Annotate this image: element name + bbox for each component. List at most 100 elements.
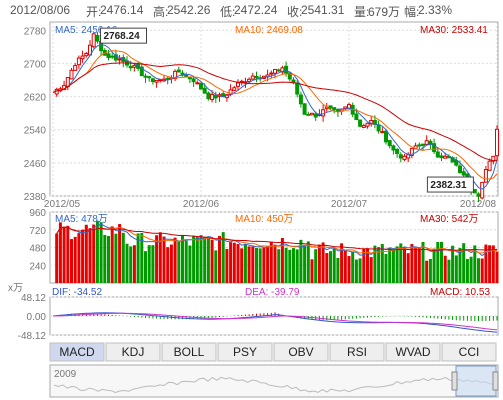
- volume-bar: [203, 236, 207, 283]
- candle-down: [306, 113, 311, 116]
- volume-bar: [480, 258, 484, 283]
- volume-bar: [107, 235, 110, 283]
- volume-bar: [181, 235, 184, 283]
- volume-bar: [295, 249, 299, 283]
- candle-down: [328, 105, 333, 109]
- tab-kdj[interactable]: [105, 342, 161, 362]
- tab-label-wvad[interactable]: WVAD: [395, 345, 430, 359]
- volume-bar: [121, 232, 125, 283]
- candle-up: [250, 75, 255, 80]
- candle-down: [291, 79, 296, 83]
- volume-bar: [262, 247, 266, 283]
- volume-bar: [417, 247, 421, 283]
- price-legend-ma5: MA5: 2456.16: [55, 25, 118, 36]
- candle-up: [491, 155, 496, 162]
- tab-label-kdj[interactable]: KDJ: [122, 345, 145, 359]
- x-tick-label: 2012/05: [44, 199, 81, 210]
- tab-label-boll[interactable]: BOLL: [174, 345, 205, 359]
- candle-down: [206, 92, 211, 100]
- navigator-year-label: 2009: [54, 369, 77, 380]
- header-change-label: 幅:: [404, 5, 420, 19]
- candle-up: [210, 93, 215, 101]
- tab-label-cci[interactable]: CCI: [459, 345, 480, 359]
- tab-obv[interactable]: [273, 342, 329, 362]
- candle-down: [276, 69, 281, 72]
- volume-bar: [399, 243, 403, 283]
- candle-up: [247, 78, 252, 82]
- tab-cci[interactable]: [441, 342, 497, 362]
- volume-bar: [406, 253, 410, 283]
- candle-up: [406, 154, 411, 159]
- volume-bar: [388, 248, 392, 283]
- header-close: 2541.31: [301, 3, 345, 17]
- x-tick-label: 2012/07: [331, 199, 368, 210]
- candle-up: [132, 64, 137, 68]
- candle-down: [295, 82, 300, 95]
- candle-down: [302, 103, 307, 115]
- candle-up: [154, 79, 159, 83]
- candle-up: [487, 160, 492, 171]
- price-y-tick: 2380: [24, 192, 47, 203]
- volume-bar: [136, 233, 140, 283]
- header-change: 2.33%: [418, 3, 453, 17]
- volume-bar: [284, 247, 288, 283]
- candle-down: [147, 76, 152, 79]
- price-legend-ma10: MA10: 2469.08: [235, 25, 303, 36]
- volume-bar: [458, 248, 462, 283]
- navigator-right-handle[interactable]: [492, 371, 499, 391]
- header-high: 2542.26: [167, 3, 211, 17]
- price-y-tick: 2540: [24, 126, 47, 137]
- volume-bar: [465, 258, 469, 283]
- tab-psy[interactable]: [217, 342, 273, 362]
- tab-label-psy[interactable]: PSY: [233, 345, 257, 359]
- volume-bar: [269, 241, 273, 283]
- volume-bar: [366, 248, 369, 283]
- volume-bar: [317, 244, 321, 283]
- volume-bar: [436, 242, 440, 283]
- volume-bar: [314, 249, 318, 283]
- volume-bar: [403, 246, 406, 283]
- macd-legend-dea: DEA: -39.79: [245, 287, 300, 298]
- candle-down: [113, 54, 118, 61]
- tab-rsi[interactable]: [329, 342, 385, 362]
- volume-bar: [343, 250, 347, 283]
- volume-bar: [58, 222, 62, 283]
- header-high-label: 高:: [153, 5, 169, 19]
- candle-up: [321, 109, 326, 117]
- volume-bar: [110, 226, 114, 283]
- candle-up: [409, 148, 414, 156]
- tab-label-rsi[interactable]: RSI: [347, 345, 367, 359]
- volume-bar: [391, 249, 395, 283]
- volume-ma30-line: [56, 226, 497, 251]
- candle-down: [384, 130, 388, 143]
- volume-bar: [491, 245, 495, 283]
- navigator-selection[interactable]: [455, 365, 497, 397]
- candle-down: [128, 65, 133, 69]
- volume-bar: [232, 242, 236, 283]
- candle-down: [335, 109, 340, 112]
- volume-bar: [62, 226, 66, 283]
- navigator-left-handle[interactable]: [451, 371, 458, 391]
- tab-boll[interactable]: [161, 342, 217, 362]
- volume-bar: [92, 224, 96, 283]
- tab-label-macd[interactable]: MACD: [59, 345, 95, 359]
- volume-bar: [336, 257, 340, 283]
- navigator-frame: [49, 364, 499, 398]
- candle-up: [310, 112, 314, 116]
- candle-up: [347, 104, 351, 109]
- volume-bar: [488, 245, 492, 283]
- candle-up: [280, 67, 285, 73]
- candle-up: [424, 140, 429, 145]
- volume-legend-ma5: MA5: 478万: [55, 214, 108, 225]
- candle-up: [483, 168, 488, 183]
- tab-macd[interactable]: [49, 342, 105, 362]
- volume-bar: [425, 260, 429, 283]
- volume-bar: [380, 244, 384, 283]
- volume-bar: [384, 253, 388, 283]
- tab-label-obv[interactable]: OBV: [288, 345, 313, 359]
- macd-y-tick: -48.12: [18, 331, 47, 342]
- candle-down: [354, 113, 359, 121]
- candle-down: [110, 55, 115, 58]
- candle-up: [269, 72, 274, 75]
- tab-wvad[interactable]: [385, 342, 441, 362]
